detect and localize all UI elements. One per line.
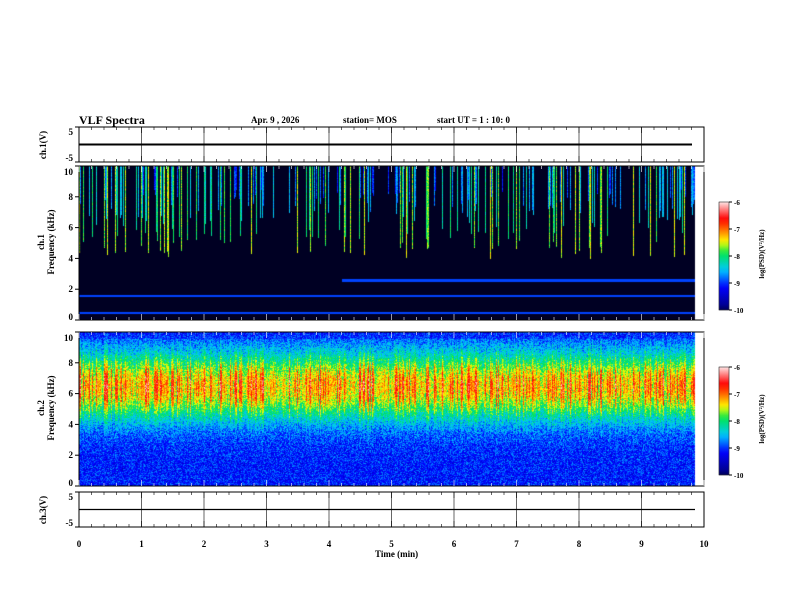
ch2-spec-ylabel: ch.2 Frequency (kHz) [36, 375, 56, 441]
colorbar-tick-label: -7 [734, 391, 740, 399]
colorbar-tick-label: -9 [734, 280, 740, 288]
y-tick-label: 6 [69, 389, 74, 399]
panel-frame-2 [78, 331, 705, 487]
date-label: Apr. 9 , 2026 [251, 115, 300, 125]
x-tick-label: 4 [327, 539, 332, 549]
colorbar-tick-label: -9 [734, 445, 740, 453]
panel-frame-1 [78, 165, 705, 321]
y-tick-label: 10 [64, 333, 74, 343]
x-tick-label: 2 [202, 539, 207, 549]
colorbar-tick-label: -8 [734, 418, 740, 426]
y-tick-label: 2 [69, 450, 74, 460]
start-ut-label: start UT = 1 : 10: 0 [437, 115, 510, 125]
colorbar-1 [718, 201, 730, 311]
y-tick-label: 5 [69, 127, 74, 137]
x-tick-label: 7 [514, 539, 519, 549]
y-tick-label: 4 [69, 253, 74, 263]
x-tick-label: 0 [77, 539, 82, 549]
ch1-spec-ylabel: ch.1 Frequency (kHz) [36, 209, 56, 275]
y-tick-label: 8 [69, 358, 74, 368]
y-tick-label: 2 [69, 284, 74, 294]
y-tick-label: -5 [66, 153, 74, 163]
ch1-ylabel: ch.1(V) [38, 130, 48, 160]
colorbar-tick-label: -7 [734, 226, 740, 234]
x-tick-label: 3 [264, 539, 269, 549]
x-tick-label: 8 [577, 539, 582, 549]
x-tick-label: 5 [389, 539, 394, 549]
colorbar-tick-label: -6 [734, 364, 740, 372]
x-tick-label: 9 [639, 539, 644, 549]
colorbar-tick-label: -8 [734, 253, 740, 261]
y-tick-label: 6 [69, 223, 74, 233]
colorbar-tick-label: -6 [734, 199, 740, 207]
colorbar1-label: log(PSD)(V²/Hz) [758, 229, 766, 279]
y-tick-label: 10 [64, 167, 74, 177]
chart-title: VLF Spectra [79, 113, 145, 127]
y-tick-label: 8 [69, 192, 74, 202]
y-tick-label: 5 [69, 492, 74, 502]
station-label: station= MOS [343, 115, 397, 125]
colorbar-tick-label: -10 [734, 307, 744, 315]
y-tick-label: 4 [69, 419, 74, 429]
x-tick-label: 6 [452, 539, 457, 549]
colorbar2-label: log(PSD)(V²/Hz) [758, 394, 766, 444]
colorbar-2 [718, 366, 730, 476]
colorbar-tick-label: -10 [734, 472, 744, 480]
x-axis-label: Time (min) [375, 549, 419, 559]
x-tick-label: 10 [700, 539, 710, 549]
ch3-ylabel: ch.3(V) [38, 495, 48, 525]
y-tick-label: -5 [66, 518, 74, 528]
y-tick-label: 0 [69, 312, 74, 322]
x-tick-label: 1 [139, 539, 144, 549]
y-tick-label: 0 [69, 478, 74, 488]
